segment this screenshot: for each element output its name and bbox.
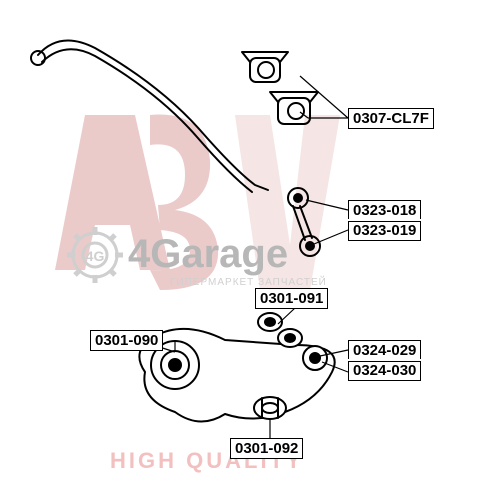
label-0324-030: 0324-030 (348, 361, 421, 381)
label-0323-019: 0323-019 (348, 221, 421, 241)
label-0301-092: 0301-092 (230, 438, 303, 459)
label-text: 0323-019 (353, 222, 416, 239)
label-0301-091: 0301-091 (255, 288, 328, 309)
label-text: 0324-030 (353, 362, 416, 379)
label-0323-018: 0323-018 (348, 200, 421, 219)
label-text: 0323-018 (353, 202, 416, 219)
label-0324-029: 0324-029 (348, 340, 421, 359)
part-drawing (0, 0, 500, 500)
label-text: 0307-CL7F (353, 110, 429, 127)
label-text: 0301-090 (95, 332, 158, 349)
label-text: 0301-092 (235, 440, 298, 457)
diagram-stage: 4G 4Garage ГИПЕРМАРКЕТ ЗАПЧАСТЕЙ HIGH QU… (0, 0, 500, 500)
label-text: 0324-029 (353, 342, 416, 359)
label-0301-090: 0301-090 (90, 330, 163, 351)
label-text: 0301-091 (260, 290, 323, 307)
label-0307-CL7F: 0307-CL7F (348, 108, 434, 129)
